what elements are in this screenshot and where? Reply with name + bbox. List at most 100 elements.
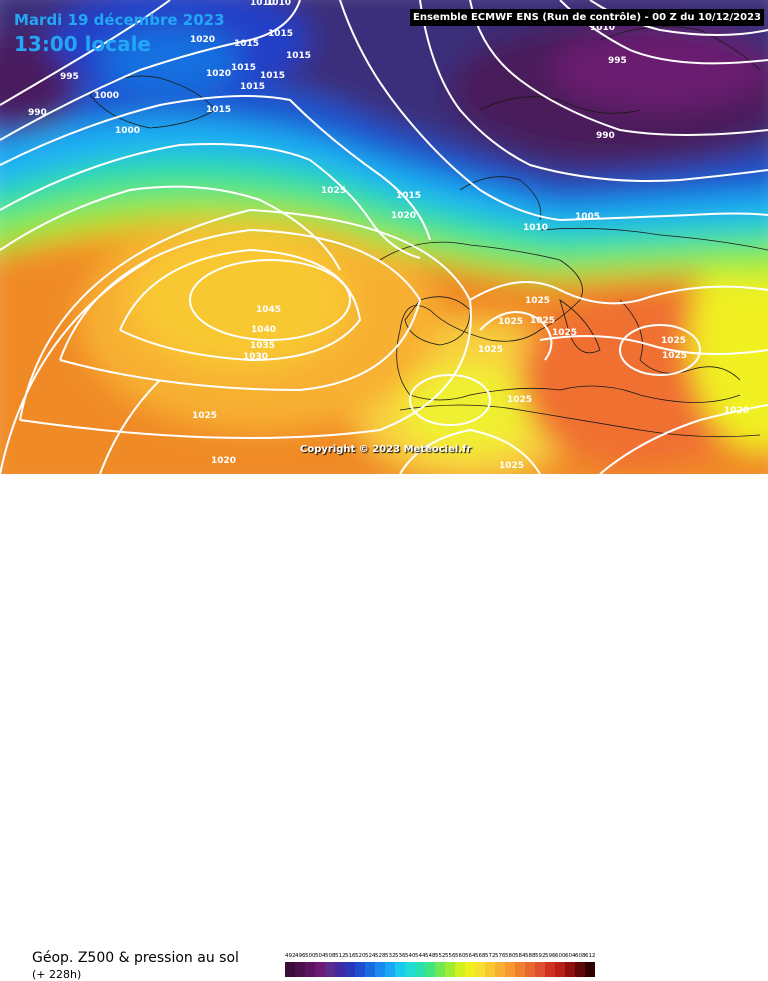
isobar-label: 1025 [321, 186, 346, 196]
scale-label: 500 [305, 953, 316, 959]
isobar-label: 1010 [266, 0, 291, 8]
scale-label: 520 [355, 953, 366, 959]
color-scale-bar [285, 962, 755, 977]
scale-swatch [335, 962, 345, 977]
scale-label: 568 [475, 953, 486, 959]
isobar-label: 1025 [499, 461, 524, 471]
scale-swatch [385, 962, 395, 977]
isobar-label: 1020 [724, 406, 749, 416]
isobar-label: 1030 [243, 352, 268, 362]
forecast-date: Mardi 19 décembre 2023 [14, 11, 225, 29]
forecast-range: (+ 228h) [32, 968, 82, 981]
isobar-label: 990 [596, 131, 615, 141]
scale-label: 508 [325, 953, 336, 959]
isobar-lines [0, 0, 768, 474]
scale-swatch [395, 962, 405, 977]
scale-label: 540 [405, 953, 416, 959]
isobar-label: 1015 [240, 82, 265, 92]
scale-swatch [495, 962, 505, 977]
scale-label: 516 [345, 953, 356, 959]
scale-swatch [565, 962, 575, 977]
scale-swatch [345, 962, 355, 977]
isobar-label: 990 [28, 108, 47, 118]
scale-swatch [485, 962, 495, 977]
isobar-label: 1035 [250, 341, 275, 351]
scale-swatch [445, 962, 455, 977]
scale-label: 496 [295, 953, 306, 959]
isobar-label: 1025 [662, 351, 687, 361]
scale-swatch [365, 962, 375, 977]
scale-swatch [405, 962, 415, 977]
scale-label: 536 [395, 953, 406, 959]
isobar-label: 1025 [507, 395, 532, 405]
scale-label: 504 [315, 953, 326, 959]
scale-label: 564 [465, 953, 476, 959]
isobar-label: 1025 [552, 328, 577, 338]
scale-swatch [325, 962, 335, 977]
scale-label: 548 [425, 953, 436, 959]
scale-label: 596 [545, 953, 556, 959]
scale-label: 532 [385, 953, 396, 959]
isobar-label: 1020 [211, 456, 236, 466]
scale-swatch [355, 962, 365, 977]
scale-label: 580 [505, 953, 516, 959]
scale-label: 576 [495, 953, 506, 959]
scale-swatch [315, 962, 325, 977]
scale-swatch [545, 962, 555, 977]
isobar-label: 1015 [268, 29, 293, 39]
scale-swatch [465, 962, 475, 977]
scale-swatch [435, 962, 445, 977]
isobar-label: 1025 [530, 316, 555, 326]
scale-label: 556 [445, 953, 456, 959]
copyright-text: Copyright © 2023 Meteociel.fr [300, 444, 472, 455]
isobar-label: 1025 [478, 345, 503, 355]
isobar-label: 1015 [260, 71, 285, 81]
scale-swatch [455, 962, 465, 977]
scale-swatch [525, 962, 535, 977]
scale-swatch [375, 962, 385, 977]
scale-swatch [295, 962, 305, 977]
isobar-label: 1025 [192, 411, 217, 421]
isobar-label: 1010 [523, 223, 548, 233]
isobar-label: 1015 [231, 63, 256, 73]
scale-label: 612 [585, 953, 596, 959]
weather-map: 1010 1020 1015 1015 995 1015 1020 1015 1015 1015 1… [0, 0, 768, 474]
scale-swatch [425, 962, 435, 977]
scale-label: 560 [455, 953, 466, 959]
isobar-label: 1010 [250, 0, 275, 8]
scale-label: 588 [525, 953, 536, 959]
coastlines [89, 26, 768, 438]
scale-label: 492 [285, 953, 296, 959]
scale-swatch [305, 962, 315, 977]
scale-label: 544 [415, 953, 426, 959]
scale-label: 592 [535, 953, 546, 959]
isobar-label: 1000 [94, 91, 119, 101]
scale-swatch [515, 962, 525, 977]
isobar-label: 1045 [256, 305, 281, 315]
scale-label: 584 [515, 953, 526, 959]
isobar-label: 1015 [286, 51, 311, 61]
isobar-label: 1040 [251, 325, 276, 335]
isobar-label: 1025 [525, 296, 550, 306]
scale-label: 572 [485, 953, 496, 959]
scale-swatch [585, 962, 595, 977]
scale-swatch [535, 962, 545, 977]
isobar-label: 1005 [575, 212, 600, 222]
scale-label: 512 [335, 953, 346, 959]
scale-swatch [555, 962, 565, 977]
isobar-label: 1015 [396, 191, 421, 201]
forecast-time: 13:00 locale [14, 32, 151, 56]
isobar-label: 1020 [206, 69, 231, 79]
isobar-label: 1015 [234, 39, 259, 49]
isobar-label: 995 [60, 72, 79, 82]
scale-swatch [505, 962, 515, 977]
scale-label: 528 [375, 953, 386, 959]
scale-label: 604 [565, 953, 576, 959]
color-scale: 492 496 500 504 508 512 516 520 524 528 532 536 540 5… [285, 953, 755, 977]
color-scale-labels: 492 496 500 504 508 512 516 520 524 528 532 536 540 5… [285, 953, 755, 959]
scale-swatch [475, 962, 485, 977]
scale-label: 524 [365, 953, 376, 959]
isobar-label: 1025 [661, 336, 686, 346]
